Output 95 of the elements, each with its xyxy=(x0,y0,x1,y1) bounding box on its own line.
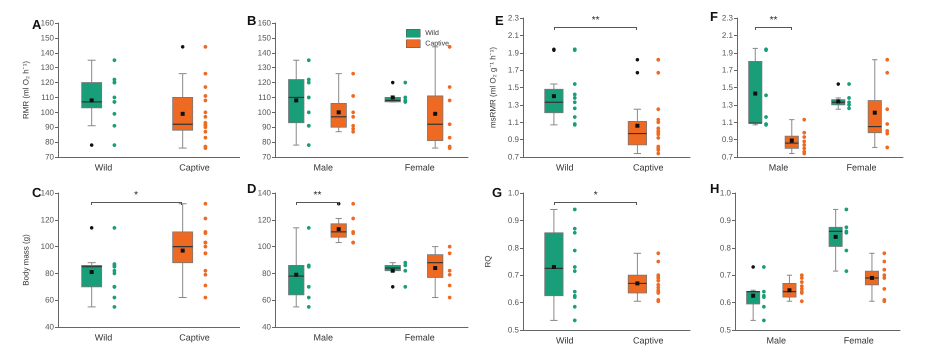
y-tick-label: 0.6 xyxy=(508,298,520,308)
y-tick-label: 0.9 xyxy=(720,216,732,225)
y-tick-label: 1.9 xyxy=(508,48,520,58)
annotation: ** xyxy=(590,15,601,26)
y-tick-label: 120 xyxy=(258,78,272,88)
y-tick-label: 160 xyxy=(40,18,55,28)
y-tick-label: 100 xyxy=(258,108,272,117)
chart-title: F xyxy=(710,9,718,24)
x-tick-label: Male xyxy=(313,162,334,172)
chart-title: G xyxy=(492,185,502,200)
y-tick-label: 1.1 xyxy=(722,118,734,127)
chart-title: B xyxy=(247,13,256,28)
y-tick-label: 1.7 xyxy=(722,66,734,75)
y-tick-label: 0.8 xyxy=(508,243,520,252)
y-tick-label: 0.8 xyxy=(720,243,732,252)
x-tick-label: Captive xyxy=(632,336,664,346)
y-tick-label: 1.5 xyxy=(722,83,734,92)
y-tick-label: 0.5 xyxy=(720,326,732,334)
y-tick-label: 60 xyxy=(262,296,272,305)
chart-title: E xyxy=(495,13,504,28)
y-tick-label: 2.1 xyxy=(722,30,734,40)
annotation: * xyxy=(133,190,140,201)
chart-title: H xyxy=(710,181,720,196)
y-tick-label: 60 xyxy=(45,296,55,305)
y-axis-title: msRMR (ml O₂ g⁻¹ h⁻¹) xyxy=(488,46,498,128)
y-tick-label: 1.3 xyxy=(508,100,520,110)
y-tick-label: 0.7 xyxy=(720,270,732,280)
y-tick-label: 1.0 xyxy=(720,188,732,198)
y-tick-label: 100 xyxy=(40,242,55,252)
x-tick-label: Female xyxy=(844,336,874,346)
y-tick-label: 100 xyxy=(258,242,272,252)
y-tick-label: 100 xyxy=(40,108,55,117)
y-tick-label: 140 xyxy=(258,188,272,198)
y-tick-label: 140 xyxy=(40,48,55,58)
y-tick-label: 0.7 xyxy=(722,152,734,162)
x-tick-label: Male xyxy=(766,336,786,346)
y-tick-label: 40 xyxy=(262,322,272,332)
y-tick-label: 1.5 xyxy=(508,83,520,92)
y-tick-label: 120 xyxy=(40,215,55,224)
y-tick-label: 0.7 xyxy=(508,270,520,280)
x-tick-label: Male xyxy=(313,332,334,342)
y-tick-label: 120 xyxy=(40,78,55,88)
y-tick-label: 130 xyxy=(258,63,272,72)
y-tick-label: 70 xyxy=(262,152,272,162)
y-tick-label: 80 xyxy=(262,138,272,147)
y-tick-label: 90 xyxy=(262,122,272,132)
y-tick-label: 2.1 xyxy=(508,30,520,40)
y-tick-label: 120 xyxy=(258,215,272,224)
y-tick-label: 40 xyxy=(45,322,55,332)
y-tick-label: 110 xyxy=(258,92,272,102)
chart-title: C xyxy=(32,185,42,200)
y-tick-label: 0.6 xyxy=(720,298,732,308)
x-tick-label: Captive xyxy=(179,332,210,342)
y-tick-label: 1.7 xyxy=(508,66,520,75)
chart-title: D xyxy=(247,181,256,196)
y-tick-label: 0.7 xyxy=(508,152,520,162)
y-axis-title: Body mass (g) xyxy=(21,234,30,286)
annotation: * xyxy=(592,190,599,201)
y-axis-title: RQ xyxy=(484,256,492,268)
y-tick-label: 2.3 xyxy=(722,14,734,22)
y-tick-label: 1.0 xyxy=(508,188,520,198)
y-tick-label: 80 xyxy=(45,268,55,278)
y-tick-label: 140 xyxy=(258,48,272,58)
x-tick-label: Female xyxy=(404,332,435,342)
annotation: ** xyxy=(312,190,322,201)
y-tick-label: 140 xyxy=(40,188,55,198)
y-tick-label: 150 xyxy=(40,33,55,42)
y-tick-label: 2.3 xyxy=(508,14,520,22)
chart-title: A xyxy=(32,17,42,32)
y-tick-label: 110 xyxy=(41,92,55,102)
y-tick-label: 0.9 xyxy=(508,135,520,144)
x-tick-label: Wild xyxy=(94,162,112,172)
y-tick-label: 70 xyxy=(45,152,55,162)
y-tick-label: 160 xyxy=(258,18,272,28)
x-tick-label: Captive xyxy=(632,162,664,172)
x-tick-label: Wild xyxy=(94,332,112,342)
y-tick-label: 0.5 xyxy=(508,326,520,334)
y-tick-label: 80 xyxy=(262,268,272,278)
y-tick-label: 90 xyxy=(45,122,55,132)
y-tick-label: 80 xyxy=(45,138,55,147)
y-tick-label: 0.9 xyxy=(508,216,520,225)
x-tick-label: Female xyxy=(846,162,877,172)
x-tick-label: Male xyxy=(768,162,788,172)
y-axis-title: RMR (ml O₂ h⁻¹) xyxy=(21,60,30,120)
y-tick-label: 150 xyxy=(258,33,272,42)
annotation: ** xyxy=(768,15,778,26)
y-tick-label: 1.1 xyxy=(508,118,520,127)
y-tick-label: 130 xyxy=(40,63,55,72)
x-tick-label: Female xyxy=(404,162,435,172)
y-tick-label: 1.3 xyxy=(722,100,734,110)
x-tick-label: Wild xyxy=(556,162,574,172)
y-tick-label: 1.9 xyxy=(722,48,734,58)
x-tick-label: Wild xyxy=(556,336,574,346)
y-tick-label: 0.9 xyxy=(722,135,734,144)
x-tick-label: Captive xyxy=(179,162,210,172)
